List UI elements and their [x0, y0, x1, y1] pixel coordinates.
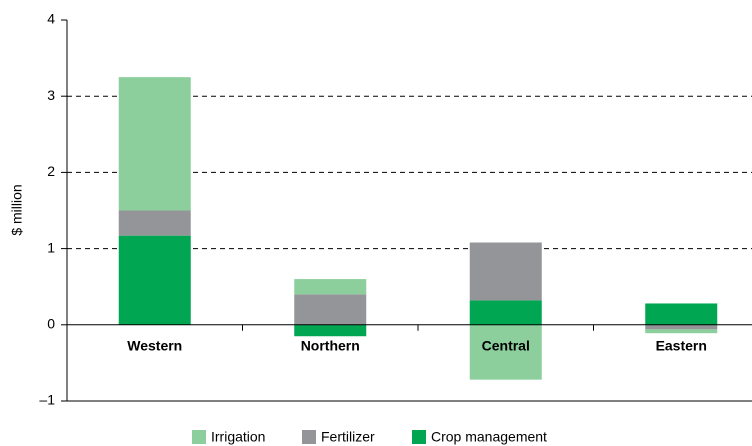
x-tick-label: Western	[127, 338, 182, 354]
y-tick-label: 3	[47, 87, 55, 103]
y-tick-label: 0	[47, 316, 55, 332]
bar-segment	[294, 294, 367, 325]
bar-segment	[294, 279, 367, 295]
legend-swatch	[192, 430, 206, 444]
y-axis-label: $ million	[9, 184, 25, 235]
bar-segment	[118, 210, 191, 236]
y-tick-label: 1	[47, 239, 55, 255]
x-tick-label: Northern	[301, 338, 360, 354]
legend-label: Fertilizer	[321, 429, 375, 445]
bar-segment	[645, 303, 718, 325]
bar-segment	[469, 300, 542, 325]
x-tick-label: Central	[482, 338, 530, 354]
legend-swatch	[302, 430, 316, 444]
legend-swatch	[412, 430, 426, 444]
bar-segment	[469, 242, 542, 301]
x-tick-label: Eastern	[656, 338, 707, 354]
bar-segment	[118, 77, 191, 211]
y-tick-label: 2	[47, 163, 55, 179]
bar-segment	[469, 324, 542, 380]
legend-label: Crop management	[431, 429, 547, 445]
bar-segment	[645, 329, 718, 334]
bar-segment	[645, 324, 718, 330]
bar-segment	[294, 324, 367, 337]
legend-label: Irrigation	[211, 429, 265, 445]
bar-segment	[118, 235, 191, 325]
y-tick-label: 4	[47, 11, 55, 27]
y-tick-label: –1	[39, 392, 55, 408]
